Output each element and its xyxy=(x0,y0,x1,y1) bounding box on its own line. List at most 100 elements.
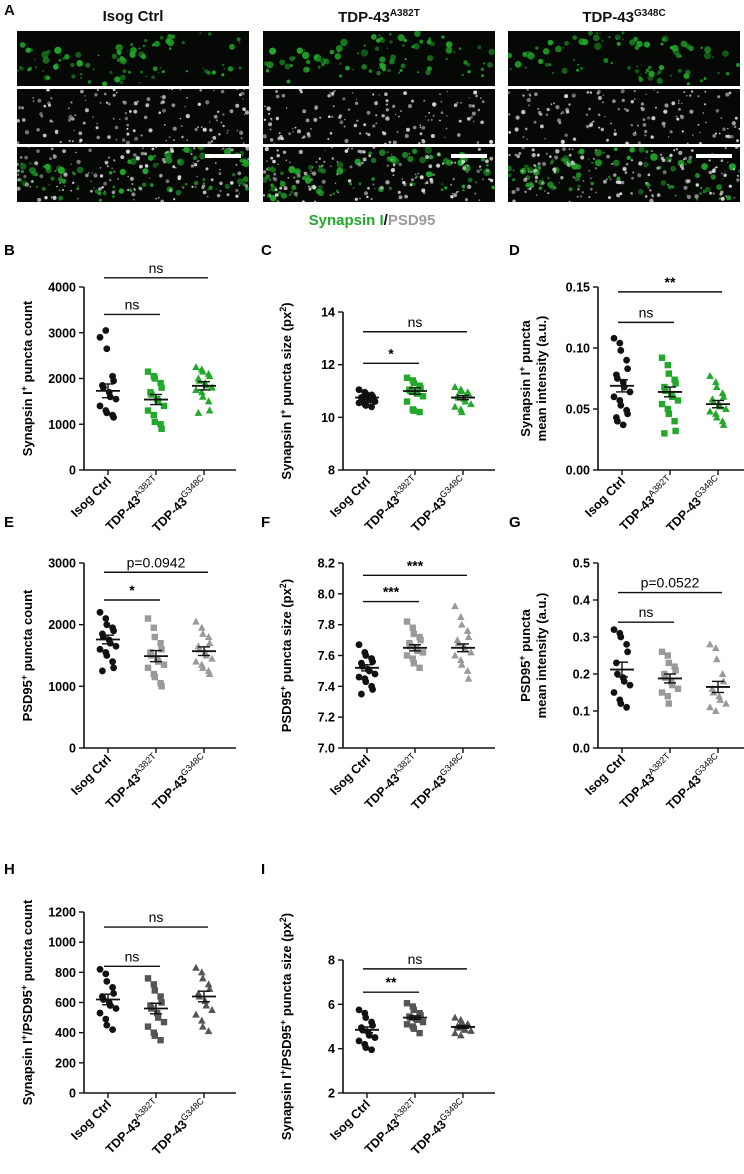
series-1 xyxy=(355,1006,379,1054)
y-tick-label: 1200 xyxy=(48,906,76,920)
x-category-label: TDP-43G348C xyxy=(148,1095,210,1157)
series-2 xyxy=(403,1000,427,1037)
data-point xyxy=(154,1009,161,1017)
y-tick-label: 3000 xyxy=(48,557,76,571)
data-point xyxy=(610,393,618,401)
micrograph-2-1 xyxy=(263,31,495,86)
data-point xyxy=(158,646,165,653)
y-tick-label: 14 xyxy=(321,306,335,320)
chart-D: D 0.00 0.05 0.10 0.15 Synapsin I+ puncta mean … xyxy=(509,242,744,535)
data-point xyxy=(718,389,727,397)
data-point xyxy=(150,981,157,988)
x-category-label: Isog Ctrl xyxy=(582,474,628,520)
data-point xyxy=(706,640,714,648)
x-category-label: Isog Ctrl xyxy=(327,1097,373,1143)
data-point xyxy=(110,990,117,997)
data-point xyxy=(706,372,714,380)
data-point xyxy=(112,642,120,650)
data-point xyxy=(617,401,625,409)
data-point xyxy=(362,1044,370,1051)
data-point xyxy=(103,345,111,353)
data-point xyxy=(102,327,110,334)
data-point xyxy=(403,618,411,625)
data-point xyxy=(158,425,165,433)
micrograph-2-2 xyxy=(263,89,495,144)
data-point xyxy=(712,378,720,386)
data-point xyxy=(610,626,618,633)
label-part: G348C xyxy=(179,750,207,778)
data-point xyxy=(419,393,427,400)
data-point xyxy=(467,400,475,408)
label-part: puncta count xyxy=(20,899,35,985)
data-point xyxy=(192,385,200,393)
significance-label: ns xyxy=(639,304,654,320)
y-tick-label: 0.00 xyxy=(566,464,590,478)
micrograph-3-3 xyxy=(508,147,740,202)
data-point xyxy=(199,367,207,375)
data-point xyxy=(458,408,466,416)
label-part: + xyxy=(517,655,527,660)
panel-letter-g: G xyxy=(509,514,521,531)
data-point xyxy=(458,620,466,628)
significance-label: * xyxy=(388,345,394,361)
y-axis-label-line2: mean intensity (a.u.) xyxy=(534,316,549,442)
data-point xyxy=(713,655,721,663)
data-point xyxy=(617,633,625,641)
label-part: puncta count xyxy=(20,300,35,386)
y-tick-label: 400 xyxy=(55,1026,76,1040)
data-point xyxy=(358,690,365,698)
data-point xyxy=(451,1029,459,1037)
label-part: Isog Ctrl xyxy=(68,1097,114,1143)
data-point xyxy=(458,387,466,394)
data-point xyxy=(204,980,213,988)
data-point xyxy=(144,664,152,672)
data-point xyxy=(205,670,214,677)
data-point xyxy=(664,693,671,700)
significance-label: *** xyxy=(407,557,424,573)
x-category-label: TDP-43G348C xyxy=(148,750,210,812)
data-point xyxy=(198,1016,206,1024)
data-point xyxy=(157,1037,164,1044)
data-point xyxy=(407,643,414,650)
significance-label: ns xyxy=(149,260,164,276)
data-point xyxy=(722,699,730,707)
data-point xyxy=(712,644,720,652)
label-part: Synapsin I xyxy=(279,415,294,480)
data-point xyxy=(672,427,679,435)
data-point xyxy=(706,407,714,415)
label-part: Isog Ctrl xyxy=(327,752,373,798)
label-part: Isog Ctrl xyxy=(68,474,114,520)
y-tick-label: 6 xyxy=(328,998,335,1012)
panel-a-col-title-3: TDP-43G348C xyxy=(508,8,740,26)
data-point xyxy=(371,670,379,678)
label-part: + xyxy=(278,1020,288,1025)
y-axis-label: Synapsin I+ puncta xyxy=(517,319,533,436)
scale-bar xyxy=(696,154,732,158)
data-point xyxy=(362,678,370,686)
data-point xyxy=(614,670,621,678)
data-point xyxy=(204,633,213,640)
series-2 xyxy=(144,975,168,1044)
data-point xyxy=(416,664,423,672)
label-part: TDP-43 xyxy=(150,772,190,812)
label-part: Synapsin I xyxy=(20,391,35,456)
data-point xyxy=(419,649,427,656)
y-tick-label: 10 xyxy=(321,411,335,425)
y-tick-label: 600 xyxy=(55,996,76,1010)
data-point xyxy=(96,608,104,616)
data-point xyxy=(192,363,200,371)
data-point xyxy=(623,703,630,711)
stain-caption: Synapsin I/PSD95 xyxy=(0,212,744,229)
data-point xyxy=(157,421,164,428)
series-3 xyxy=(192,963,216,1035)
data-point xyxy=(658,648,666,655)
label-part: G348C xyxy=(438,472,466,500)
data-point xyxy=(665,370,672,377)
data-point xyxy=(201,996,209,1004)
data-point xyxy=(467,1026,475,1034)
data-point xyxy=(662,387,669,394)
data-point xyxy=(198,623,206,631)
data-point xyxy=(112,395,120,403)
y-tick-label: 8 xyxy=(328,464,335,478)
data-point xyxy=(658,354,666,361)
